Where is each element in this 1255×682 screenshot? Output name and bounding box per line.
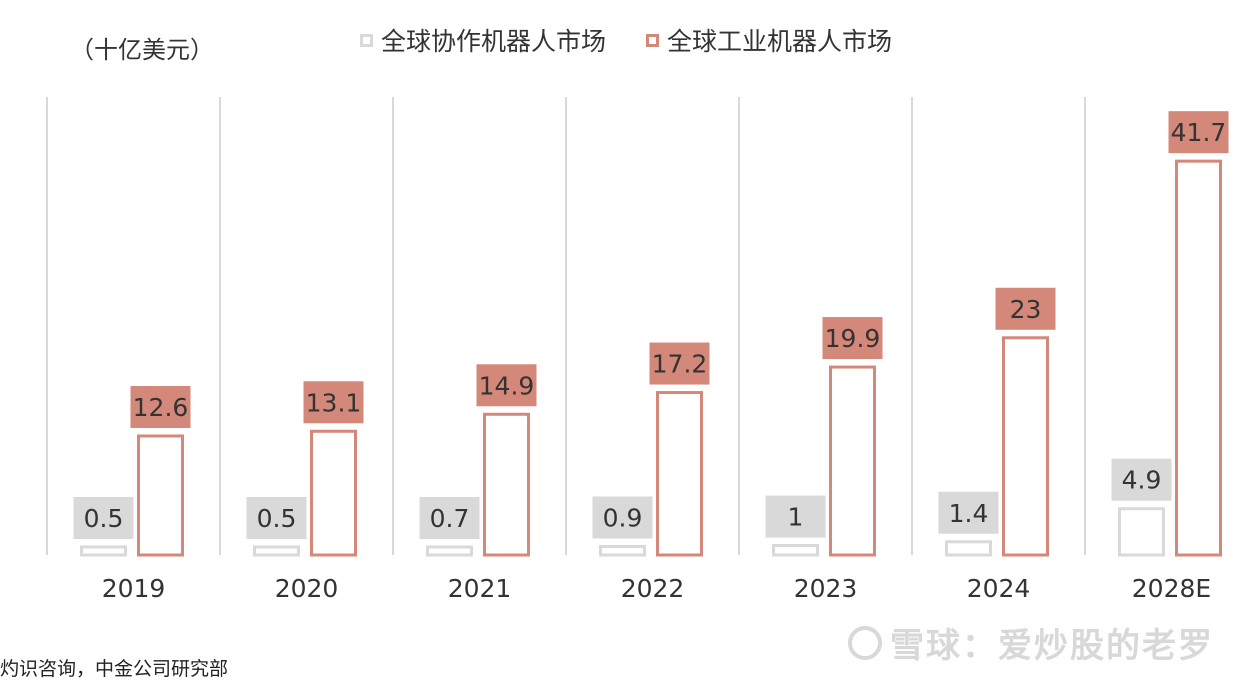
collab-value-label-bg bbox=[938, 491, 999, 534]
legend: 全球协作机器人市场 全球工业机器人市场 bbox=[360, 22, 892, 58]
collab-bar bbox=[945, 540, 992, 557]
industrial-value-label-bg bbox=[822, 317, 883, 360]
industrial-value-label: 14.9 bbox=[479, 371, 535, 400]
industrial-value-label-bg bbox=[303, 381, 364, 424]
industrial-value-label-bg bbox=[130, 386, 191, 428]
collab-value-label-bg bbox=[419, 497, 480, 539]
x-tick-label: 2020 bbox=[275, 574, 339, 603]
collab-value-label: 1 bbox=[788, 503, 804, 532]
collab-value-label: 0.9 bbox=[603, 504, 643, 533]
industrial-value-label: 13.1 bbox=[306, 388, 362, 417]
collab-bar bbox=[80, 545, 127, 557]
x-tick-label: 2019 bbox=[102, 574, 166, 603]
collab-bar bbox=[426, 545, 473, 557]
industrial-value-label-bg bbox=[649, 342, 710, 385]
watermark-text: 雪球：爱炒股的老罗 bbox=[890, 626, 1214, 666]
x-tick-label: 2022 bbox=[621, 574, 685, 603]
source-note: 灼识咨询，中金公司研究部 bbox=[0, 658, 229, 680]
collab-value-label: 0.5 bbox=[257, 504, 297, 533]
industrial-bar bbox=[1175, 159, 1222, 557]
collab-value-label: 1.4 bbox=[949, 499, 989, 528]
collab-value-label-bg bbox=[246, 497, 307, 539]
collab-value-label-bg bbox=[765, 495, 826, 538]
legend-label-collab: 全球协作机器人市场 bbox=[381, 27, 607, 56]
collab-value-label-bg bbox=[1111, 458, 1172, 501]
xueqiu-logo-icon bbox=[848, 625, 882, 660]
industrial-value-label-bg bbox=[476, 364, 537, 407]
watermark: 雪球：爱炒股的老罗 bbox=[848, 618, 1214, 667]
collab-value-label: 0.7 bbox=[430, 504, 470, 533]
x-tick-label: 2028E bbox=[1132, 574, 1211, 603]
industrial-value-label: 23 bbox=[1010, 295, 1042, 324]
x-tick-label: 2024 bbox=[967, 574, 1031, 603]
collab-bar bbox=[599, 545, 646, 557]
collab-value-label-bg bbox=[73, 497, 134, 539]
industrial-bar bbox=[137, 434, 184, 557]
industrial-bar bbox=[310, 429, 357, 557]
collab-bar bbox=[253, 545, 300, 557]
industrial-bar bbox=[1002, 336, 1049, 557]
legend-swatch-collab bbox=[360, 33, 373, 47]
x-tick-label: 2021 bbox=[448, 574, 512, 603]
industrial-value-label: 17.2 bbox=[652, 350, 708, 379]
collab-bar bbox=[1118, 507, 1165, 557]
collab-value-label-bg bbox=[592, 496, 653, 539]
industrial-value-label: 12.6 bbox=[133, 393, 189, 422]
legend-swatch-industrial bbox=[646, 33, 660, 47]
industrial-value-label: 41.7 bbox=[1171, 118, 1227, 147]
industrial-value-label-bg bbox=[995, 287, 1056, 330]
legend-item-industrial: 全球工业机器人市场 bbox=[646, 22, 892, 58]
x-tick-label: 2023 bbox=[794, 574, 858, 603]
industrial-bar bbox=[829, 365, 876, 557]
collab-value-label: 4.9 bbox=[1122, 466, 1162, 495]
industrial-bar bbox=[483, 412, 530, 557]
legend-label-industrial: 全球工业机器人市场 bbox=[667, 27, 893, 56]
industrial-value-label: 19.9 bbox=[825, 324, 881, 353]
industrial-value-label-bg bbox=[1168, 111, 1229, 154]
industrial-bar bbox=[656, 391, 703, 557]
collab-value-label: 0.5 bbox=[84, 504, 124, 533]
collab-bar bbox=[772, 544, 819, 557]
unit-label: （十亿美元） bbox=[70, 36, 214, 64]
legend-item-collab: 全球协作机器人市场 bbox=[360, 22, 606, 58]
